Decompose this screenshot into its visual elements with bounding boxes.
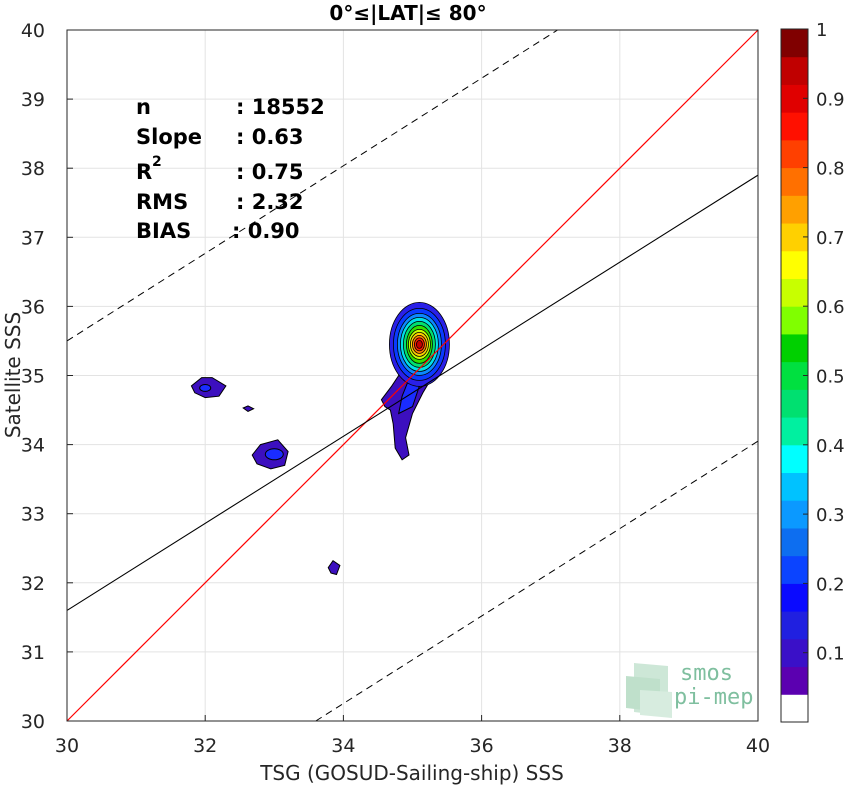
colorbar-tick-label: 0.8 xyxy=(816,159,845,180)
y-axis-label: Satellite SSS xyxy=(1,312,25,438)
colorbar-segment xyxy=(781,29,808,58)
colorbar-segment xyxy=(781,333,808,363)
colorbar-segment xyxy=(781,444,808,474)
y-tick-label: 32 xyxy=(21,573,45,595)
colorbar-segment xyxy=(781,389,808,418)
colorbar-tick-label: 0.1 xyxy=(816,644,845,665)
colorbar-segment xyxy=(781,167,808,196)
colorbar-tick-labels: 0.1 0.2 0.3 0.4 0.5 0.6 0.7 0.8 0.9 1 xyxy=(803,20,845,665)
contour-level xyxy=(416,340,423,349)
stat-r2-value: : 0.75 xyxy=(236,160,304,184)
stat-r2-superscript: 2 xyxy=(152,154,162,170)
x-tick-label: 32 xyxy=(193,735,217,757)
y-tick-label: 34 xyxy=(21,435,45,457)
contour-inner-patch xyxy=(264,448,284,461)
colorbar-segment xyxy=(781,666,808,695)
colorbar-tick-label: 0.5 xyxy=(816,367,845,388)
colorbar-tick-label: 0.7 xyxy=(816,228,845,249)
stat-rms-value: : 2.32 xyxy=(236,190,304,214)
colorbar-tick-label: 0.2 xyxy=(816,574,845,595)
colorbar-tick-label: 1 xyxy=(816,20,827,41)
logo-text-smos: smos xyxy=(680,661,733,686)
y-tick-label: 37 xyxy=(21,227,45,249)
colorbar-segment xyxy=(781,278,808,307)
colorbar-segment xyxy=(781,527,808,557)
x-tick-label: 40 xyxy=(746,735,770,757)
y-tick-labels: 30 31 32 33 34 35 36 37 38 39 40 xyxy=(21,20,73,733)
stat-rms-label: RMS xyxy=(136,190,188,214)
colorbar-segment xyxy=(781,472,808,501)
colorbar-segment xyxy=(781,694,808,723)
x-tick-label: 34 xyxy=(331,735,355,757)
x-tick-labels: 30 32 34 36 38 40 xyxy=(55,715,770,757)
y-tick-label: 35 xyxy=(21,366,45,388)
colorbar-segment xyxy=(781,56,808,85)
density-contours xyxy=(190,302,450,576)
reference-lines xyxy=(66,29,759,722)
y-tick-label: 30 xyxy=(21,711,45,733)
lower-bound-line xyxy=(315,440,759,722)
regression-line xyxy=(66,174,759,611)
colorbar-segment xyxy=(781,195,808,224)
colorbar-segment xyxy=(781,250,808,279)
logo-text-pi-mep: pi-mep xyxy=(674,685,753,710)
colorbar-segment xyxy=(781,112,808,141)
colorbar-tick-label: 0.9 xyxy=(816,89,845,110)
chart-title: 0°≤|LAT|≤ 80° xyxy=(329,1,486,25)
y-tick-label: 39 xyxy=(21,89,45,111)
colorbar-segment xyxy=(781,555,808,584)
contour-blob-32.6-34.5 xyxy=(242,405,255,412)
contour-blob-33.9-32.2 xyxy=(327,560,341,576)
x-axis-label: TSG (GOSUD-Sailing-ship) SSS xyxy=(259,761,564,785)
stat-bias-value: : 0.90 xyxy=(232,219,300,243)
stat-bias-label: BIAS xyxy=(136,219,191,243)
y-tick-label: 40 xyxy=(21,20,45,42)
contour-inner-patch xyxy=(199,383,212,392)
x-tick-label: 36 xyxy=(470,735,494,757)
stat-slope-label: Slope xyxy=(136,125,202,149)
colorbar-segment xyxy=(781,139,808,169)
y-tick-label: 36 xyxy=(21,296,45,318)
stat-slope-value: : 0.63 xyxy=(236,125,304,149)
colorbar xyxy=(781,29,808,723)
grid xyxy=(67,30,758,721)
y-tick-label: 38 xyxy=(21,158,45,180)
y-tick-label: 31 xyxy=(21,642,45,664)
stat-n-value: : 18552 xyxy=(236,95,325,119)
colorbar-tick-label: 0.4 xyxy=(816,436,845,457)
identity-line xyxy=(66,29,759,722)
stat-n-label: n xyxy=(136,95,151,119)
y-tick-label: 33 xyxy=(21,504,45,526)
colorbar-segment xyxy=(781,611,808,640)
upper-bound-line xyxy=(66,29,558,342)
x-tick-label: 38 xyxy=(608,735,632,757)
stat-r2-label: R xyxy=(136,160,152,184)
colorbar-tick-label: 0.3 xyxy=(816,505,845,526)
colorbar-segment xyxy=(781,306,808,335)
colorbar-tick-label: 0.6 xyxy=(816,297,845,318)
smos-pi-mep-logo: smos pi-mep xyxy=(626,661,753,718)
colorbar-segment xyxy=(781,583,808,612)
stats-box: n : 18552 Slope : 0.63 R 2 : 0.75 RMS : … xyxy=(136,95,325,243)
x-tick-label: 30 xyxy=(55,735,79,757)
colorbar-segment xyxy=(781,417,808,446)
